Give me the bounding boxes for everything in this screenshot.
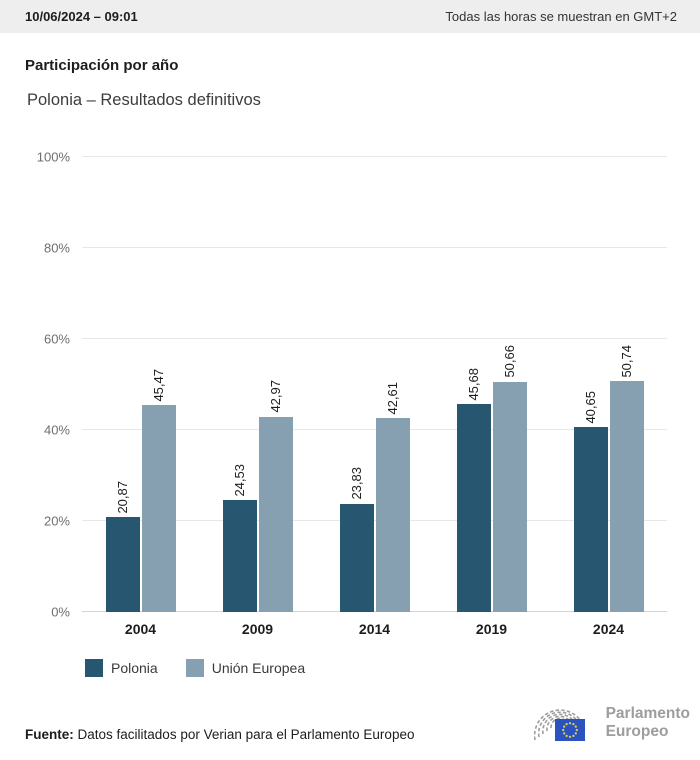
ep-hemicycle-icon [533,709,586,741]
bar-value-wrap: 45,47 [142,369,176,402]
y-tick-40: 40% [43,422,70,437]
bar-value-wrap: 20,87 [106,481,140,514]
bar-value-wrap: 23,83 [340,467,374,500]
y-tick-60: 60% [43,331,70,346]
bar-group-2009: 24,53 42,97 2009 [199,157,316,637]
bar-value-label: 40,65 [583,390,598,424]
bar-unión-europea-2019[interactable]: 50,66 [492,345,527,612]
bar-polonia-2024[interactable]: 40,65 [573,391,608,612]
bar-value-label: 20,87 [115,480,130,514]
chart-legend: Polonia Unión Europea [85,659,305,677]
page-title: Participación por año [25,57,179,74]
bar-group-2024: 40,65 50,74 2024 [550,157,667,637]
ep-logo-text-line2: Europeo [605,723,669,740]
bar-polonia-2019[interactable]: 45,68 [456,368,491,612]
gridline-0: 0% [51,604,667,619]
x-tick-2004: 2004 [124,621,157,637]
bar-unión-europea-2004[interactable]: 45,47 [141,369,176,612]
source-label: Fuente: [25,727,74,742]
bar-chart: 0% 20% 40% 60% 80% 100% 20,87 45,47 2004 24,53 42… [37,149,667,637]
bar-polonia-2014[interactable]: 23,83 [339,467,374,612]
x-tick-2019: 2019 [475,621,508,637]
header-datetime: 10/06/2024 – 09:01 [25,9,138,24]
bar-group-2004: 20,87 45,47 2004 [82,157,199,637]
bar-unión-europea-2014[interactable]: 42,61 [375,382,410,612]
bar-value-label: 24,53 [232,463,247,497]
y-tick-100: 100% [36,149,70,164]
european-parliament-logo: Parlamento Europeo [526,697,690,749]
bar-groups: 20,87 45,47 2004 24,53 42,97 2009 23,83 42,61 20… [82,157,667,637]
bar-value-label: 42,61 [385,381,400,415]
bar-value-wrap: 50,66 [493,345,527,378]
legend-item-union-europea[interactable]: Unión Europea [185,659,306,677]
bar-value-label: 42,97 [268,379,283,413]
eu-flag-icon [554,719,585,741]
y-tick-0: 0% [51,604,70,619]
bar-group-2014: 23,83 42,61 2014 [316,157,433,637]
gridline-40: 40% [44,422,667,437]
page-subtitle: Polonia – Resultados definitivos [27,91,261,109]
header-timezone-note: Todas las horas se muestran en GMT+2 [445,9,677,24]
gridline-100: 100% [37,149,667,164]
bar-value-label: 23,83 [349,467,364,500]
ep-logo-text: Parlamento Europeo [606,705,690,741]
header-bar: 10/06/2024 – 09:01 Todas las horas se mu… [0,0,700,33]
bar-value-wrap: 24,53 [223,464,257,497]
bar-polonia-2004[interactable]: 20,87 [105,481,140,612]
gridline-20: 20% [44,513,667,528]
ep-logo-text-line1: Parlamento [605,705,690,723]
source-line: Fuente: Datos facilitados por Verian par… [25,727,414,742]
bar-value-label: 45,68 [466,367,481,401]
bar-unión-europea-2009[interactable]: 42,97 [258,380,293,612]
gridline-80: 80% [44,240,667,255]
y-tick-20: 20% [43,513,70,528]
y-tick-80: 80% [43,240,70,255]
bar-polonia-2009[interactable]: 24,53 [222,464,257,612]
x-tick-2009: 2009 [241,621,274,637]
source-text: Datos facilitados por Verian para el Par… [77,727,415,742]
bar-value-label: 50,74 [619,344,634,378]
legend-swatch-union-europea [185,659,204,677]
bar-value-wrap: 42,61 [376,382,410,415]
bar-unión-europea-2024[interactable]: 50,74 [609,345,644,612]
x-tick-2014: 2014 [358,621,391,637]
gridline-60: 60% [44,331,667,346]
bar-value-wrap: 45,68 [457,368,491,401]
legend-label-union-europea: Unión Europea [211,660,306,676]
x-tick-2024: 2024 [592,621,625,637]
bar-value-wrap: 40,65 [574,391,608,424]
legend-item-polonia[interactable]: Polonia [85,659,158,677]
bar-value-wrap: 42,97 [259,380,293,413]
bar-value-label: 50,66 [502,344,517,378]
bar-group-2019: 45,68 50,66 2019 [433,157,550,637]
legend-label-polonia: Polonia [111,660,158,676]
bar-value-wrap: 50,74 [610,345,644,378]
legend-swatch-polonia [85,659,103,677]
bar-value-label: 45,47 [151,368,166,402]
